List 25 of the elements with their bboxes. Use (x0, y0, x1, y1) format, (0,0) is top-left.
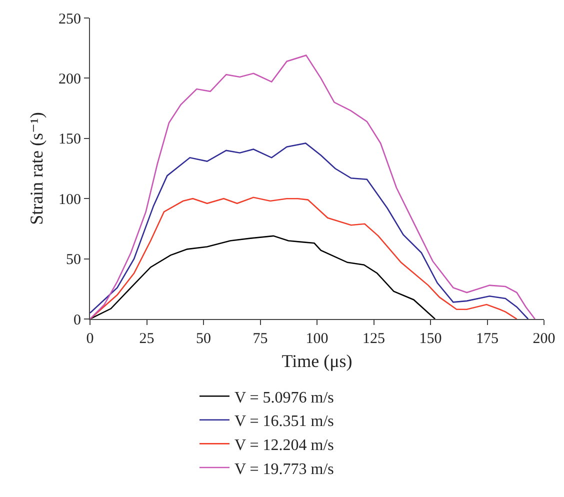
x-tick-label: 175 (476, 331, 498, 347)
y-tick-label: 150 (58, 132, 81, 148)
x-tick-label: 125 (362, 331, 385, 347)
legend-label: V = 19.773 m/s (234, 460, 334, 478)
line-series (90, 54, 536, 319)
legend-label: V = 16.351 m/s (234, 413, 334, 430)
legend-label: V = 12.204 m/s (234, 436, 334, 454)
line-series (90, 142, 529, 319)
x-tick-label: 50 (196, 331, 211, 347)
x-tick-label: 0 (86, 331, 94, 347)
legend-label: V = 5.0976 m/s (234, 389, 334, 406)
x-axis-title: Time (μs) (282, 351, 352, 372)
x-tick-label: 75 (252, 331, 268, 347)
y-tick-label: 200 (58, 71, 81, 88)
x-tick-label: 200 (532, 331, 556, 347)
x-tick-label: 25 (139, 331, 154, 347)
y-tick-label: 250 (58, 11, 81, 28)
line-series (90, 196, 518, 319)
y-tick-label: 100 (58, 192, 81, 208)
y-tick-label: 0 (74, 312, 81, 328)
y-tick-label: 50 (66, 252, 81, 268)
line-series (90, 235, 436, 319)
x-tick-label: 150 (419, 331, 442, 347)
x-tick-label: 100 (306, 331, 328, 347)
y-axis-title: Strain rate (s⁻¹) (26, 112, 47, 225)
